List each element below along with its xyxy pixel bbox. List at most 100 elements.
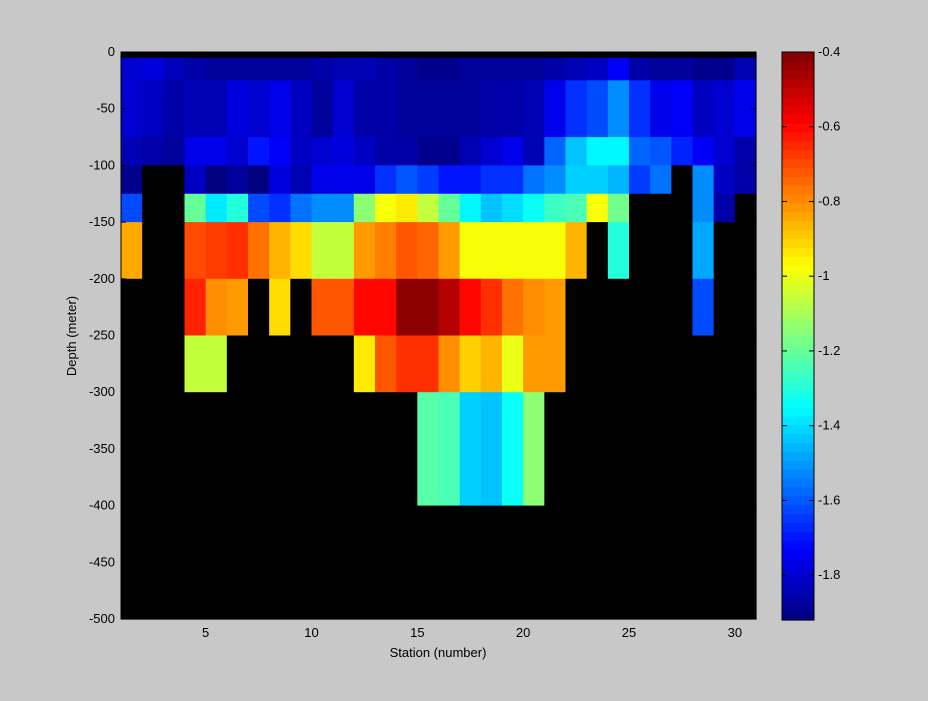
heatmap-cell	[607, 392, 630, 507]
heatmap-cell	[396, 193, 418, 223]
heatmap-cell	[671, 278, 694, 337]
heatmap-cell	[734, 165, 757, 195]
heatmap-cell	[142, 193, 164, 223]
heatmap-cell	[650, 505, 672, 620]
heatmap-cell	[565, 57, 588, 81]
heatmap-cell	[734, 193, 757, 223]
heatmap-cell	[523, 335, 545, 393]
heatmap-cell	[650, 80, 672, 138]
heatmap-cell	[438, 165, 461, 195]
heatmap-cell	[290, 57, 313, 81]
colorbar-segment	[782, 69, 814, 80]
heatmap-cell	[290, 392, 313, 507]
heatmap-cell	[586, 165, 609, 195]
heatmap-cell	[565, 165, 588, 195]
y-tick-label: -450	[89, 554, 115, 569]
heatmap-cell	[269, 137, 291, 166]
colorbar-tick-label: -0.4	[818, 44, 840, 59]
heatmap-cell	[438, 222, 461, 280]
heatmap-cell	[121, 335, 143, 393]
heatmap-cell	[163, 222, 186, 280]
heatmap-cell	[480, 137, 503, 166]
heatmap-cell	[290, 165, 313, 195]
heatmap-cell	[396, 80, 418, 138]
colorbar-segment	[782, 540, 814, 550]
colorbar-segment	[782, 176, 814, 186]
heatmap-cell	[544, 165, 567, 195]
heatmap-cell	[459, 165, 482, 195]
y-tick-label: 0	[108, 44, 115, 59]
heatmap-cell	[586, 278, 609, 337]
heatmap-cell	[353, 278, 376, 337]
colorbar-segment	[782, 87, 814, 97]
colorbar-segment	[782, 460, 814, 470]
heatmap-cell	[184, 505, 207, 620]
heatmap-cell	[629, 137, 651, 166]
colorbar-segment	[782, 273, 814, 284]
heatmap-cell	[671, 57, 694, 81]
colorbar-segment	[782, 513, 814, 523]
heatmap-cell	[269, 392, 291, 507]
heatmap-cell	[607, 52, 630, 59]
heatmap-cell	[121, 57, 143, 81]
heatmap-cell	[671, 193, 694, 223]
heatmap-cell	[311, 392, 334, 507]
colorbar-segment	[782, 309, 814, 319]
heatmap-cell	[375, 505, 397, 620]
heatmap-cell	[396, 505, 418, 620]
heatmap-cell	[205, 52, 228, 59]
colorbar-segment	[782, 407, 814, 417]
heatmap-cell	[142, 392, 164, 507]
colorbar-segment	[782, 229, 814, 239]
heatmap-cell	[142, 335, 164, 393]
heatmap-cell	[163, 165, 186, 195]
heatmap-cell	[332, 335, 355, 393]
colorbar-segment	[782, 131, 814, 142]
heatmap-cell	[248, 278, 270, 337]
heatmap-cell	[184, 57, 207, 81]
heatmap-cell	[375, 278, 397, 337]
heatmap-cell	[184, 52, 207, 59]
y-tick-label: -250	[89, 328, 115, 343]
heatmap-cell	[163, 57, 186, 81]
colorbar-segment	[782, 389, 814, 399]
colorbar-segment	[782, 158, 814, 168]
colorbar	[781, 51, 815, 621]
heatmap-cell	[629, 505, 651, 620]
colorbar-tick-label: -1.4	[818, 418, 840, 433]
heatmap-cell	[417, 505, 440, 620]
x-tick-label: 10	[304, 625, 318, 640]
colorbar-segment	[782, 531, 814, 541]
heatmap-cell	[650, 52, 672, 59]
colorbar-tick-label: -0.6	[818, 119, 840, 134]
colorbar-segment	[782, 478, 814, 488]
heatmap-cell	[459, 80, 482, 138]
heatmap-cell	[332, 392, 355, 507]
heatmap-cell	[459, 57, 482, 81]
heatmap-cell	[290, 278, 313, 337]
heatmap-cell	[396, 222, 418, 280]
heatmap-cell	[248, 392, 270, 507]
heatmap-cell	[480, 278, 503, 337]
heatmap-cell	[459, 222, 482, 280]
heatmap-cell	[269, 222, 291, 280]
heatmap-cell	[269, 505, 291, 620]
heatmap-cell	[713, 57, 736, 81]
heatmap-cell	[523, 392, 545, 507]
heatmap-cell	[544, 80, 567, 138]
heatmap-cell	[205, 278, 228, 337]
colorbar-segment	[782, 549, 814, 559]
heatmap-cell	[586, 52, 609, 59]
colorbar-segment	[782, 602, 814, 612]
colorbar-segment	[782, 344, 814, 355]
heatmap-cell	[163, 52, 186, 59]
heatmap-cell	[607, 165, 630, 195]
heatmap-cell	[121, 278, 143, 337]
heatmap-cell	[523, 165, 545, 195]
heatmap-cell	[650, 193, 672, 223]
colorbar-segment	[782, 593, 814, 603]
heatmap-cell	[121, 193, 143, 223]
heatmap-cell	[163, 137, 186, 166]
heatmap-cell	[459, 137, 482, 166]
heatmap-cell	[121, 137, 143, 166]
